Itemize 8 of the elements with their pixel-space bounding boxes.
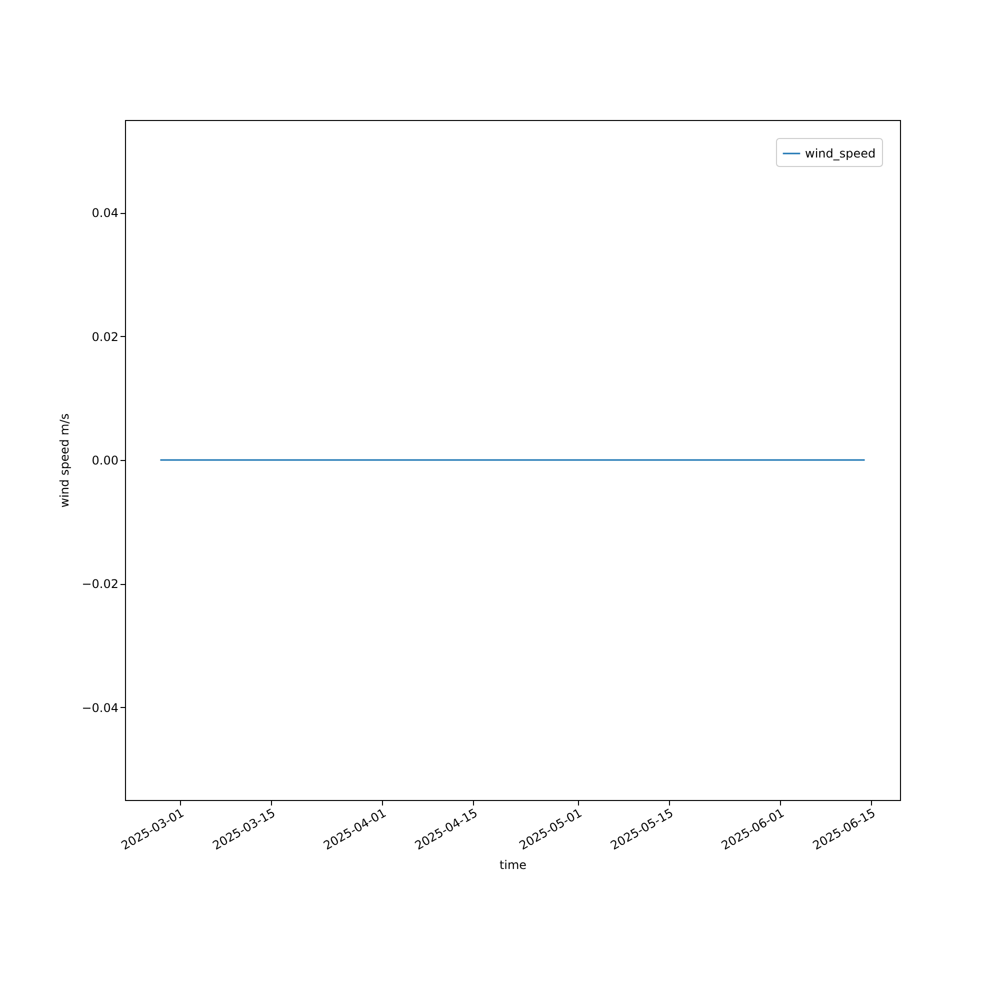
y-tick-label: 0.00 bbox=[92, 454, 118, 468]
y-axis-title: wind speed m/s bbox=[58, 413, 72, 508]
y-tick-label: 0.04 bbox=[92, 206, 118, 220]
y-tick-label: 0.02 bbox=[92, 330, 118, 344]
x-axis-title: time bbox=[499, 858, 527, 872]
y-tick-label: −0.02 bbox=[82, 577, 118, 592]
y-tick-label: −0.04 bbox=[82, 700, 118, 715]
legend-label: wind_speed bbox=[805, 146, 876, 160]
